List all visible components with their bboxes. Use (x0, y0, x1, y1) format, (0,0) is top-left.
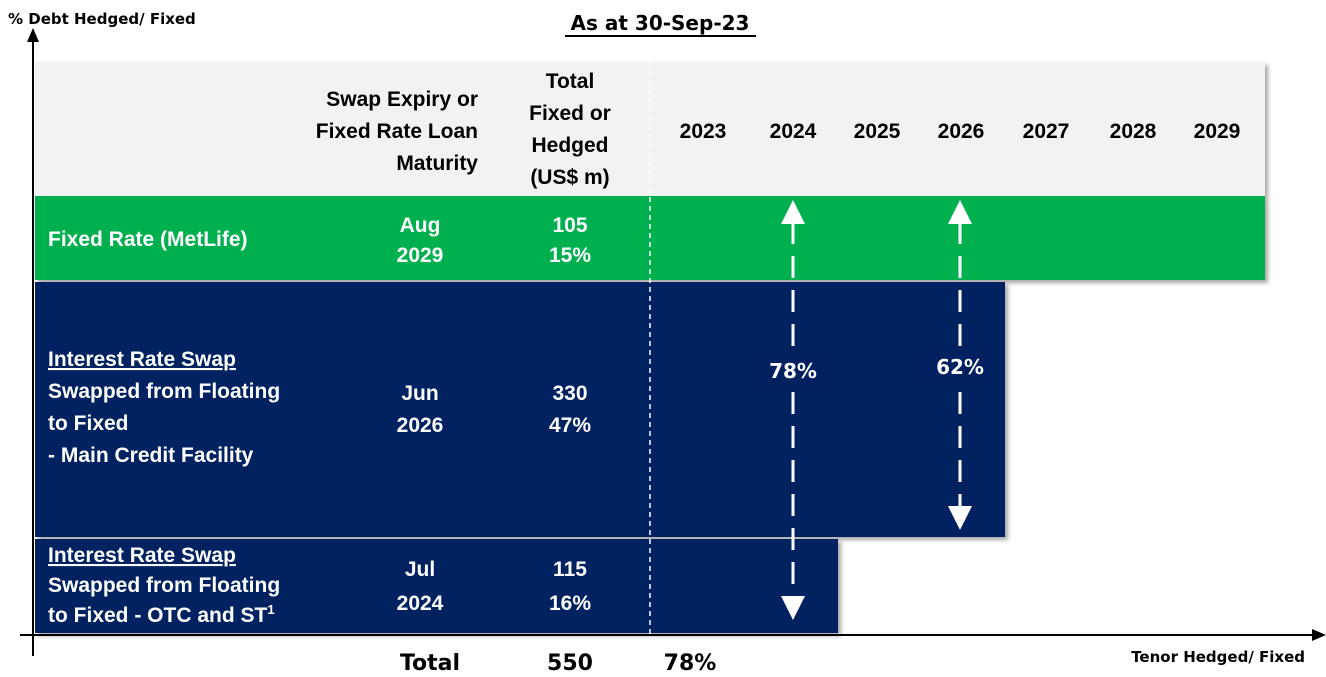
header-total: (US$ m) (530, 166, 609, 189)
year: 2027 (1023, 120, 1070, 143)
row-amount: 105 (552, 214, 587, 237)
header-total: Total (546, 70, 595, 93)
row-percent: 47% (549, 414, 591, 437)
row-amount: 115 (553, 558, 587, 581)
year: 2029 (1194, 120, 1241, 143)
year: 2026 (938, 120, 985, 143)
year: 2023 (680, 120, 727, 143)
header-label: Swap Expiry or (326, 88, 478, 111)
arrow-head (781, 200, 805, 224)
arrow-label-bg (760, 354, 826, 386)
year: 2025 (854, 120, 901, 143)
header-label: Fixed Rate Loan (316, 120, 478, 143)
footnote: 1 (267, 602, 274, 617)
total-label: Total (400, 651, 460, 676)
row-description: - Main Credit Facility (48, 444, 254, 467)
arrow-head (781, 596, 805, 620)
arrow-label: 78% (769, 359, 817, 383)
row-percent: 16% (549, 592, 591, 615)
y-axis-label: % Debt Hedged/ Fixed (8, 10, 196, 28)
x-axis-arrow (1312, 629, 1326, 641)
row-maturity: 2024 (397, 592, 444, 615)
x-axis-label: Tenor Hedged/ Fixed (1131, 648, 1305, 666)
row-percent: 15% (549, 244, 591, 267)
year: 2024 (770, 120, 817, 143)
arrow-label-bg (927, 350, 993, 382)
row-title: Interest Rate Swap (48, 348, 236, 371)
total-amount: 550 (547, 651, 593, 676)
header-total: Fixed or (529, 102, 611, 125)
total-percent: 78% (664, 651, 717, 676)
row-maturity: Jun (401, 382, 438, 405)
row-title: Fixed Rate (MetLife) (48, 228, 248, 251)
row-description: Swapped from Floating (48, 574, 280, 597)
row-main-swap (35, 282, 1005, 537)
row-maturity: Aug (400, 214, 441, 237)
row-maturity: Jul (405, 558, 435, 581)
row-description: Swapped from Floating (48, 380, 280, 403)
row-maturity: 2029 (397, 244, 444, 267)
header-label: Maturity (396, 152, 478, 175)
year: 2028 (1110, 120, 1157, 143)
y-axis-arrow (27, 28, 39, 42)
row-maturity: 2026 (397, 414, 444, 437)
row-description: to Fixed - OTC and ST (48, 604, 268, 627)
arrow-label: 62% (936, 355, 984, 379)
row-title: Interest Rate Swap (48, 544, 236, 567)
row-otc-swap (35, 539, 838, 633)
row-amount: 330 (552, 382, 587, 405)
arrow-head (948, 506, 972, 530)
header-total: Hedged (531, 134, 608, 157)
row-description-line: to Fixed - OTC and ST1 (48, 602, 275, 627)
title: As at 30-Sep-23 (571, 11, 750, 35)
arrow-head (948, 200, 972, 224)
row-description: to Fixed (48, 412, 129, 435)
